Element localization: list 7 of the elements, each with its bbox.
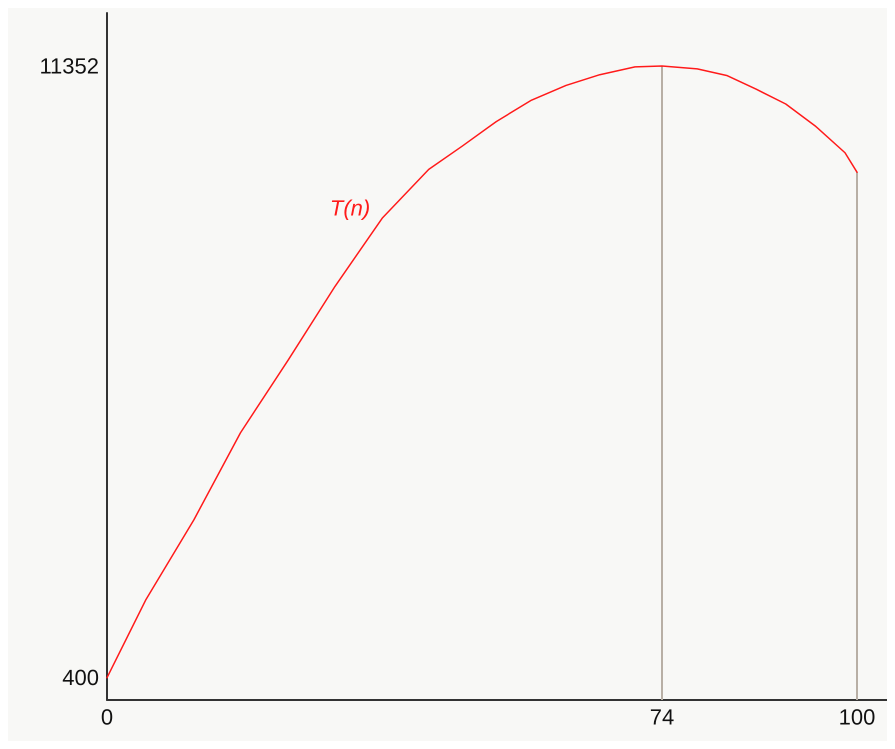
y-tick-label: 11352 xyxy=(39,53,99,78)
series-label: T(n) xyxy=(330,196,370,221)
x-tick-label: 74 xyxy=(650,704,674,730)
line-series xyxy=(106,65,858,678)
x-tick-label: 0 xyxy=(100,704,114,730)
y-tick-label: 400 xyxy=(62,665,99,690)
x-tick-label: 100 xyxy=(838,704,876,730)
